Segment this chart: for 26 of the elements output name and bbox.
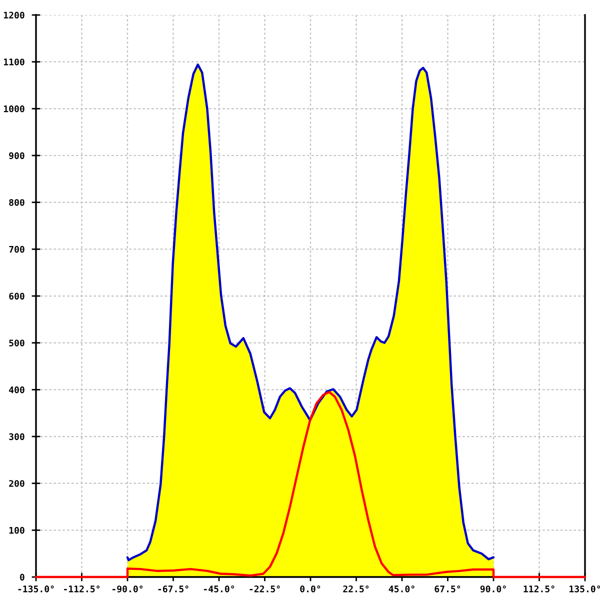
y-tick-label: 700: [9, 246, 24, 253]
y-tick-label: 200: [9, 480, 24, 487]
y-tick-label: 1000: [4, 105, 24, 112]
x-tick-label: 135.0°: [570, 586, 600, 592]
y-tick-label: 0: [20, 574, 24, 581]
y-tick-label: 400: [9, 386, 24, 394]
x-tick-label: -90.0°: [112, 586, 143, 592]
y-tick-label: 800: [9, 199, 24, 206]
x-tick-label: -22.5°: [250, 586, 280, 592]
x-tick-label: 0.0°: [300, 586, 320, 592]
x-tick-label: -112.5°: [64, 586, 100, 592]
x-tick-label: -67.5°: [158, 586, 188, 592]
x-tick-label: 90.0°: [480, 586, 506, 592]
x-tick-label: 67.5°: [434, 586, 460, 592]
y-tick-label: 1100: [4, 58, 24, 66]
x-tick-label: 45.0°: [388, 586, 414, 592]
y-tick-label: 900: [9, 152, 24, 160]
x-tick-label: 112.5°: [524, 586, 554, 592]
x-tick-label: 22.5°: [343, 586, 369, 592]
x-tick-label: -135.0°: [18, 586, 54, 592]
y-tick-label: 300: [9, 433, 24, 440]
y-tick-label: 1200: [4, 12, 24, 19]
x-tick-label: -45.0°: [204, 586, 234, 592]
y-tick-label: 600: [9, 292, 24, 300]
y-tick-label: 100: [9, 526, 24, 534]
y-tick-label: 500: [9, 340, 24, 346]
